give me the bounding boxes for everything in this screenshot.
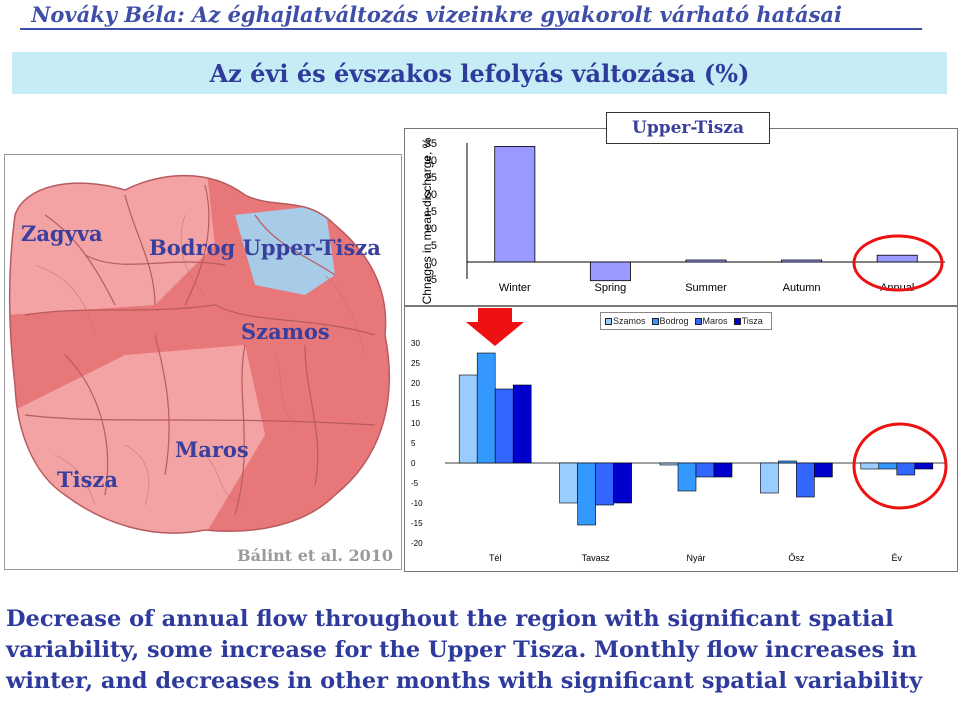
chart-legend: Szamos Bodrog Maros Tisza (600, 312, 772, 330)
basin-outline (9, 174, 391, 534)
sub-basin-borders (24, 184, 376, 516)
bar-annual (876, 254, 918, 263)
y-tick-label-8: -10 (411, 499, 423, 508)
map-label-bodrog-upper-tisza: Bodrog Upper-Tisza (149, 235, 381, 260)
slide-title-banner: Az évi és évszakos lefolyás változása (%… (12, 52, 947, 94)
y-tick-label-0: 30 (411, 339, 420, 348)
presentation-header-title: Nováky Béla: Az éghajlatváltozás vizeink… (31, 2, 842, 27)
legend-label-bodrog: Bodrog (659, 316, 689, 326)
y-tick-label-7: -5 (411, 479, 419, 488)
legend-item-tisza: Tisza (733, 316, 763, 326)
x-tick-label-autumn: Autumn (783, 282, 821, 294)
y-tick-label-2: 25 (425, 172, 437, 184)
y-tick-label-1: 25 (411, 359, 420, 368)
bar-summer (685, 259, 727, 263)
y-tick-label-10: -20 (411, 539, 423, 548)
map-label-zagyva: Zagyva (21, 221, 103, 246)
bar-maros-1 (595, 462, 614, 506)
bar-szamos-3 (760, 462, 779, 494)
y-tick-label-7: 0 (431, 257, 437, 269)
legend-swatch-tisza (733, 317, 741, 325)
x-tick-label-1: Tavasz (582, 553, 611, 563)
upper-tisza-chart-panel: Chnages in mean discharge, % 35 30 25 20 15 10… (404, 128, 958, 306)
x-tick-label-2: Nyár (686, 553, 705, 563)
bar-tisza-2 (713, 462, 733, 478)
y-tick-label-3: 20 (425, 189, 437, 201)
x-tick-label-4: Év (892, 553, 903, 563)
bar-szamos-2 (659, 462, 679, 466)
basin-map (9, 174, 391, 534)
y-tick-label-8: -5 (427, 274, 437, 286)
subbasin-chart: 30 25 20 15 10 5 0 -5 -10 -15 -20 Tél Tavasz Nyár Ősz É… (411, 339, 947, 563)
legend-item-maros: Maros (694, 316, 728, 326)
legend-swatch-maros (694, 317, 702, 325)
upper-tisza-chart-title: Upper-Tisza (606, 112, 770, 144)
bar-tisza-0 (512, 384, 532, 464)
y-tick-label-0: 35 (425, 138, 437, 150)
bar-maros-3 (796, 462, 815, 498)
y-axis-label: Chnages in mean discharge, % (420, 137, 434, 304)
x-tick-label-3: Ősz (788, 553, 805, 563)
legend-label-tisza: Tisza (741, 316, 763, 326)
subbasin-chart-panel: 30 25 20 15 10 5 0 -5 -10 -15 -20 Tél Tavasz Nyár Ősz É… (404, 306, 958, 572)
upper-tisza-chart: Chnages in mean discharge, %35 30 25 20 15 10… (407, 131, 945, 304)
map-label-tisza: Tisza (57, 467, 118, 492)
x-tick-label-spring: Spring (595, 282, 627, 294)
bar-winter (494, 145, 536, 263)
legend-item-szamos: Szamos (605, 316, 646, 326)
bar-maros-0 (494, 388, 514, 464)
bar-maros-4 (896, 462, 916, 476)
y-tick-label-6: 5 (431, 240, 437, 252)
slide-title: Az évi és évszakos lefolyás változása (%… (209, 58, 750, 88)
legend-swatch-bodrog (651, 317, 659, 325)
basin-fill-pink-north (9, 175, 215, 315)
upper-tisza-region (235, 205, 335, 295)
bar-bodrog-0 (476, 352, 496, 464)
header-divider (20, 28, 922, 30)
y-tick-label-3: 15 (411, 399, 420, 408)
x-tick-label-summer: Summer (685, 282, 727, 294)
y-tick-label-5: 10 (425, 223, 437, 235)
y-axis-label-area (407, 131, 437, 303)
sub-basin-fine-borders (34, 214, 366, 506)
bar-spring (589, 261, 631, 282)
bar-szamos-4 (860, 462, 880, 470)
x-tick-label-annual: Annual (880, 282, 914, 294)
bar-autumn (781, 259, 823, 263)
basin-map-panel: Zagyva Bodrog Upper-Tisza Szamos Tisza M… (4, 154, 402, 570)
legend-item-bodrog: Bodrog (651, 316, 689, 326)
bar-tisza-1 (613, 462, 632, 504)
x-tick-label-winter: Winter (499, 282, 531, 294)
bar-tisza-4 (914, 462, 934, 470)
legend-label-maros: Maros (702, 316, 728, 326)
map-label-maros: Maros (175, 437, 249, 462)
bar-bodrog-4 (878, 462, 898, 470)
y-tick-label-4: 15 (425, 206, 437, 218)
y-tick-label-9: -15 (411, 519, 423, 528)
bar-szamos-0 (458, 374, 478, 464)
y-tick-label-4: 10 (411, 419, 420, 428)
y-tick-label-2: 20 (411, 379, 420, 388)
bar-bodrog-2 (677, 462, 697, 492)
bar-bodrog-1 (577, 462, 596, 526)
bar-maros-2 (695, 462, 715, 478)
y-tick-label-6: 0 (411, 459, 416, 468)
legend-swatch-szamos (605, 317, 612, 325)
bar-szamos-1 (559, 462, 578, 504)
bar-tisza-3 (814, 462, 833, 478)
map-credit: Bálint et al. 2010 (237, 546, 393, 565)
summary-text: Decrease of annual flow throughout the r… (6, 606, 923, 694)
y-tick-label-1: 30 (425, 155, 437, 167)
bar-bodrog-3 (778, 460, 797, 464)
legend-label-szamos: Szamos (613, 316, 646, 326)
x-tick-label-0: Tél (489, 553, 502, 563)
y-tick-label-5: 5 (411, 439, 416, 448)
map-label-szamos: Szamos (241, 319, 330, 344)
